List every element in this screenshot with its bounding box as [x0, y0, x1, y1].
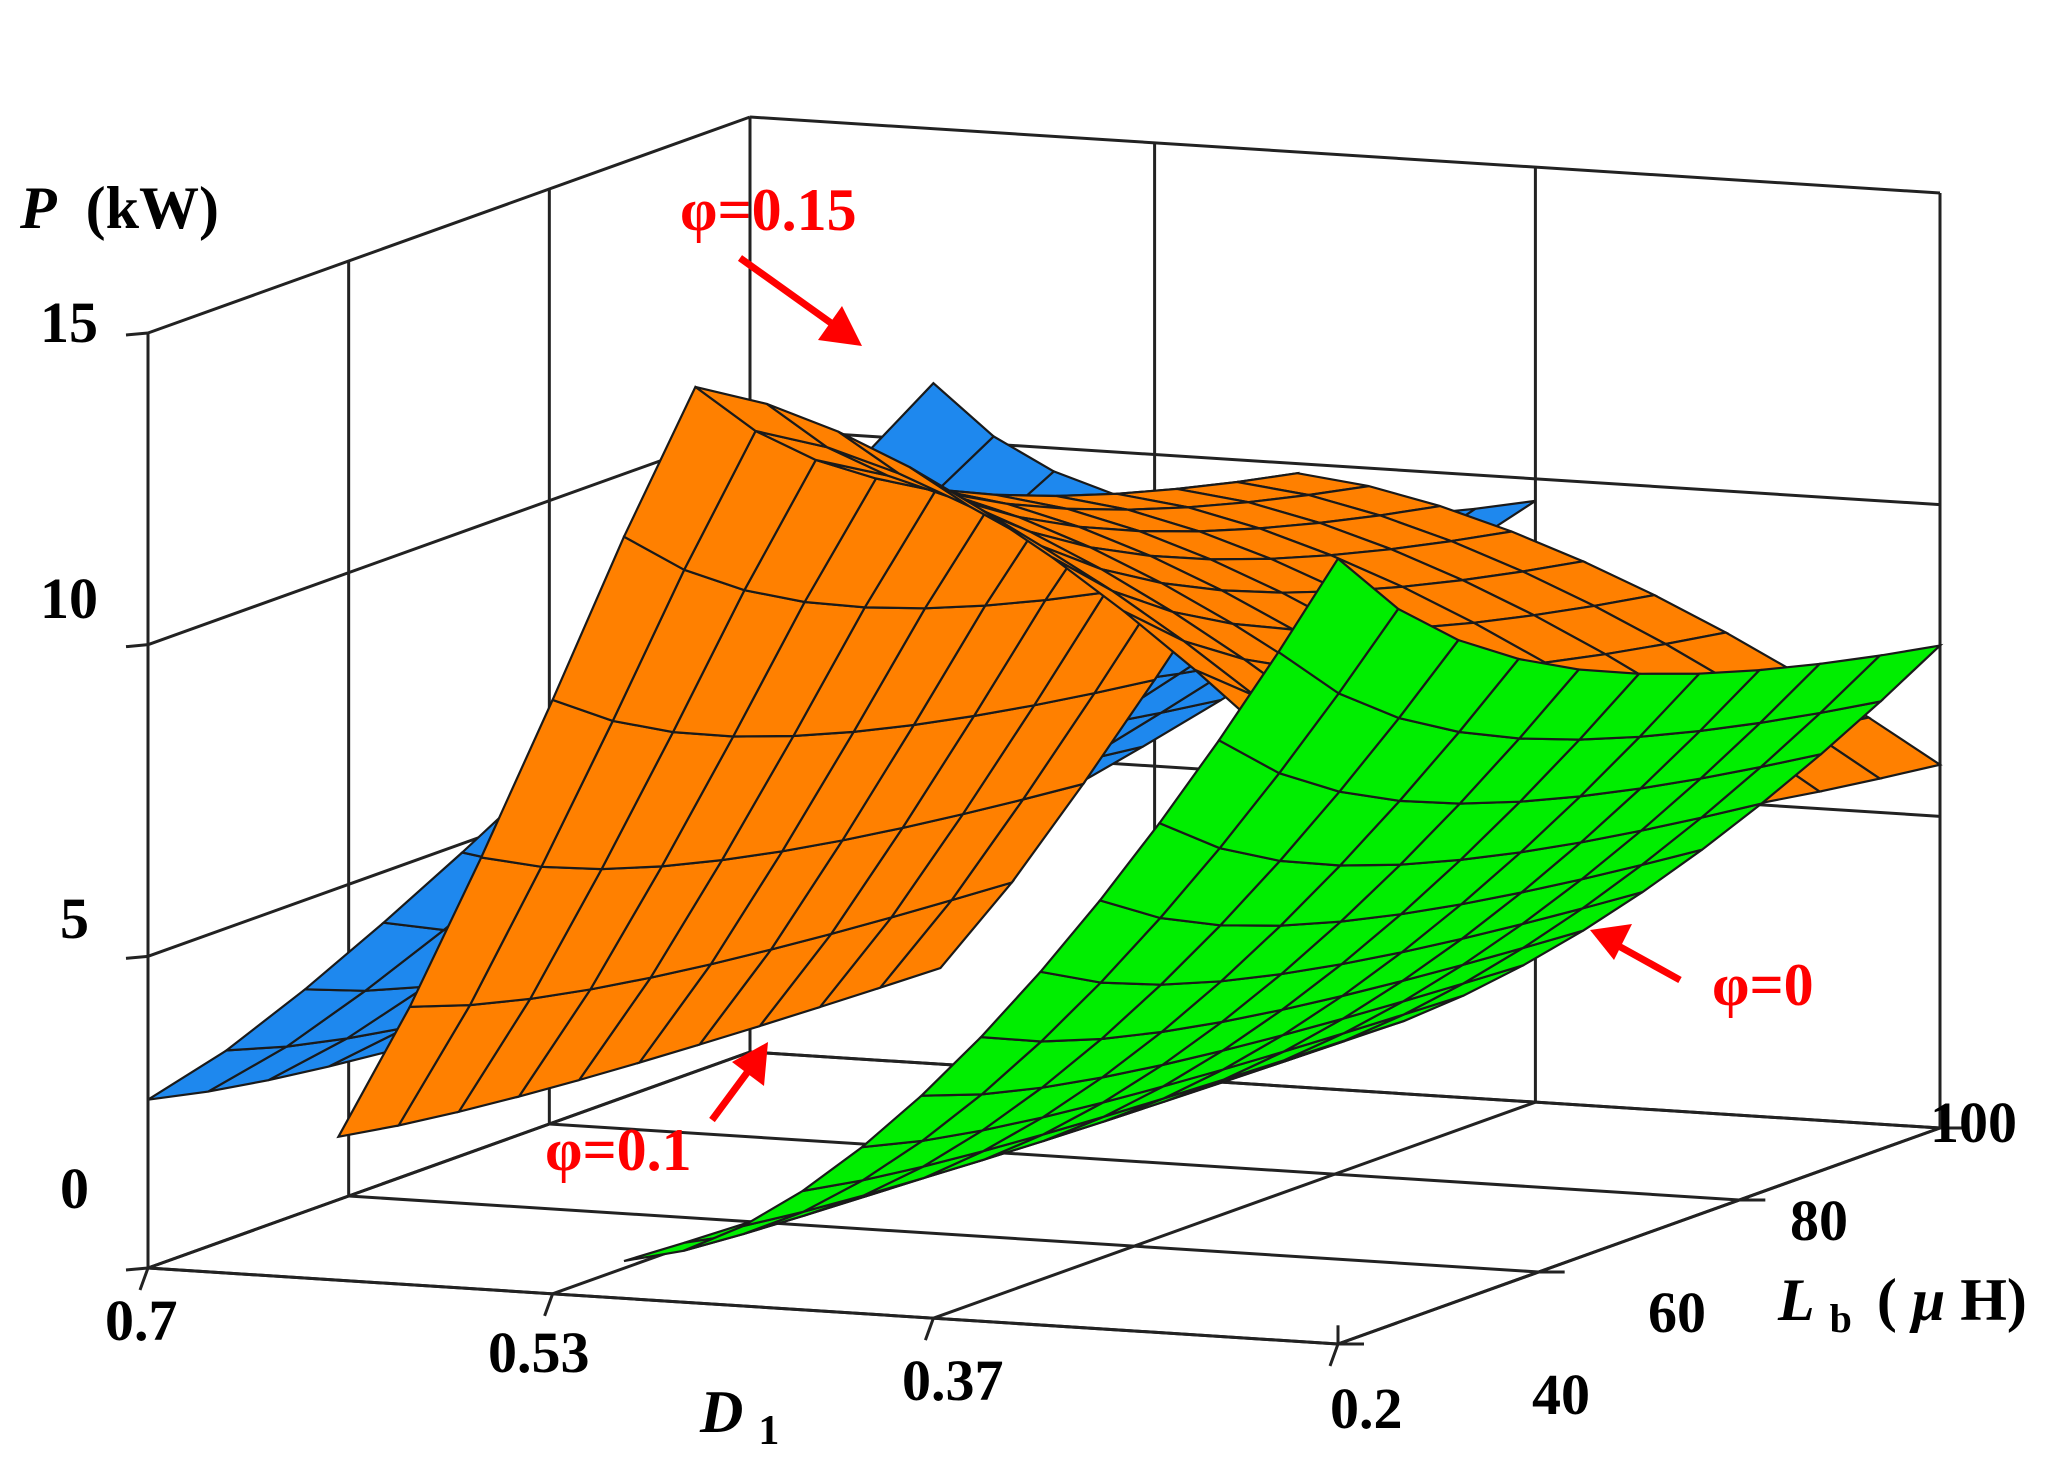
x-axis-subscript: 1: [758, 1408, 779, 1454]
x-tick-mark: [138, 1267, 150, 1291]
z-tick-mark: [125, 1266, 149, 1272]
floor-gridline: [549, 1122, 1740, 1202]
y-axis-unit-mu: μ: [1909, 1267, 1945, 1333]
floor-gridline: [348, 1194, 1539, 1274]
annotation-phi-01-arrowhead: [732, 1042, 768, 1086]
annotation-phi-01: φ=0.1: [545, 1042, 768, 1183]
x-tick-mark: [543, 1293, 555, 1317]
x-tick-mark: [923, 1317, 935, 1341]
z-axis-label: P (kW): [19, 175, 219, 241]
annotation-phi-0-label: φ=0: [1712, 952, 1814, 1018]
y-tick-label: 40: [1532, 1362, 1590, 1427]
left-wall-gridline: [147, 427, 751, 647]
y-tick-label: 80: [1790, 1188, 1848, 1253]
y-axis-unit-rest: H): [1960, 1267, 2027, 1333]
z-tick-label: 0: [60, 1156, 89, 1221]
annotation-phi-01-arrow: [709, 1063, 755, 1123]
x-tick-label: 0.37: [902, 1348, 1004, 1413]
x-axis-label: D 1: [699, 1379, 779, 1454]
x-tick-label: 0.53: [488, 1320, 590, 1385]
y-tick-label: 60: [1648, 1280, 1706, 1345]
floor-gridline: [749, 1050, 1941, 1130]
left-wall-gridline: [147, 115, 751, 335]
y-axis-symbol: L: [1777, 1267, 1815, 1333]
z-axis-unit: (kW): [86, 175, 219, 241]
y-tick-label: 100: [1930, 1090, 2017, 1155]
floor-gridline: [147, 1050, 751, 1270]
x-tick-mark: [1328, 1343, 1340, 1367]
y-axis-unit-open: (: [1877, 1267, 1897, 1333]
annotation-phi-0: φ=0: [1590, 924, 1814, 1018]
z-tick-mark: [125, 331, 149, 337]
annotation-phi-015-arrow: [737, 255, 841, 331]
z-tick-label: 15: [40, 290, 98, 355]
floor-gridline: [932, 1100, 1536, 1320]
annotation-phi-0-arrow: [1613, 940, 1682, 984]
y-axis-line: [1337, 1126, 1941, 1346]
surface-cell: [1277, 556, 1400, 695]
x-tick-label: 0.2: [1330, 1376, 1403, 1441]
surface: [623, 556, 1944, 1263]
x-axis-line: [147, 1266, 1339, 1346]
annotation-phi-015: φ=0.15: [680, 177, 862, 346]
y-axis-subscript: b: [1830, 1296, 1852, 1341]
z-tick-mark: [125, 643, 149, 649]
back-wall-gridline: [749, 115, 1941, 195]
x-axis-symbol: D: [699, 1379, 743, 1445]
axes-frame: [125, 331, 1966, 1367]
annotation-phi-0-arrowhead: [1590, 924, 1632, 960]
surfaces-group: [147, 381, 1944, 1263]
z-tick-label: 5: [60, 886, 89, 951]
x-tick-label: 0.7: [105, 1288, 178, 1353]
annotation-phi-015-arrowhead: [818, 306, 862, 346]
z-axis-symbol: P: [19, 175, 58, 241]
annotation-phi-015-label: φ=0.15: [680, 177, 857, 243]
z-tick-mark: [125, 954, 149, 960]
y-axis-label: L b ( μ H): [1777, 1267, 2027, 1345]
z-tick-label: 10: [40, 566, 98, 631]
annotation-phi-01-label: φ=0.1: [545, 1117, 692, 1183]
